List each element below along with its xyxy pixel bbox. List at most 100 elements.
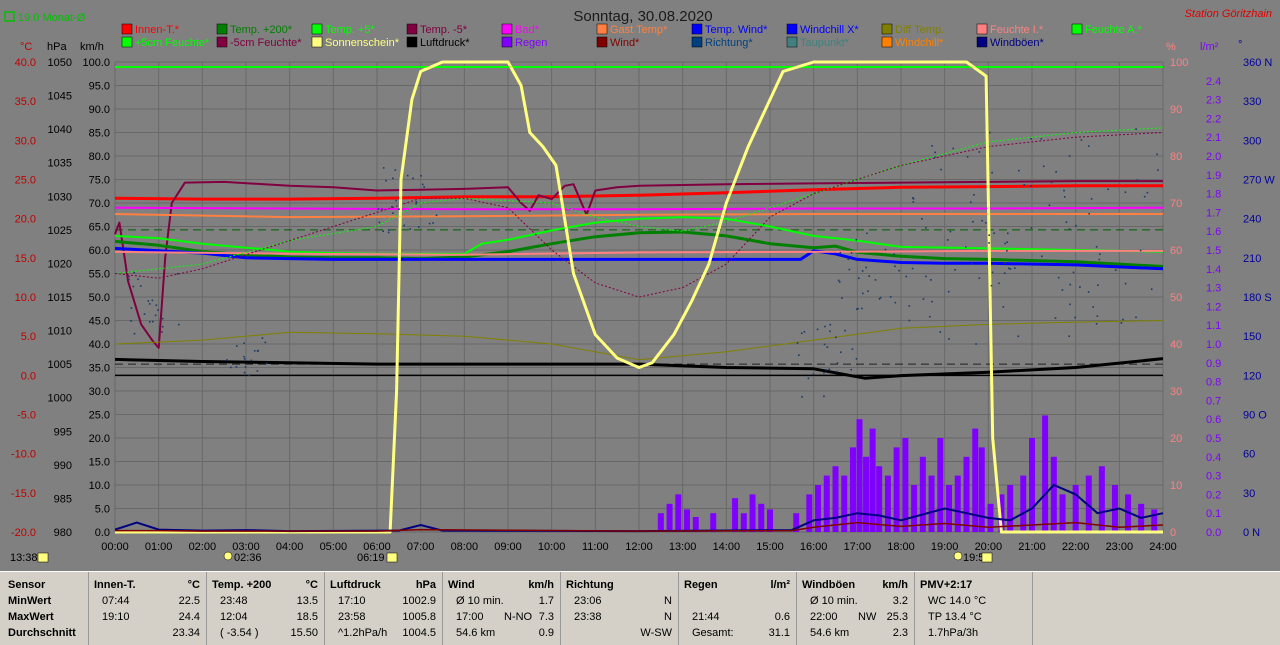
legend-label-16: Wind*	[610, 37, 640, 49]
direction-point-60	[409, 228, 411, 230]
stats-column-4: Richtung 23:06 N 23:38 N W-SW	[560, 572, 679, 645]
stats-max-time-3: 17:00	[456, 611, 484, 623]
direction-point-50	[385, 179, 387, 182]
rain-bar-37	[1020, 475, 1027, 532]
stats-avg-time-7: 1.7hPa/3h	[928, 627, 979, 639]
direction-point-190	[1143, 195, 1146, 198]
stats-unit-5: l/m²	[770, 579, 790, 591]
rain-tick-2: 2.2	[1206, 113, 1221, 125]
stats-unit-6: km/h	[882, 579, 908, 591]
time-tick-14: 14:00	[713, 541, 741, 553]
chart-legend: Innen-T.* Temp. +200* Temp. +5* Temp. -5* Ba…	[121, 23, 1143, 49]
direction-point-149	[939, 331, 942, 333]
rain-tick-3: 2.1	[1206, 132, 1221, 144]
direction-point-70	[823, 343, 826, 346]
direction-point-194	[1095, 246, 1098, 248]
direction-point-161	[1074, 316, 1076, 319]
pressure-tick-12: 990	[54, 460, 72, 472]
stats-column-6: Windböen km/h Ø 10 min. 3.2 22:00 NW 25.3 54.6 …	[796, 572, 915, 645]
rain-bar-6	[732, 498, 739, 532]
rain-bar-24	[902, 438, 909, 532]
direction-point-61	[395, 199, 397, 202]
legend-swatch-9	[976, 23, 988, 35]
direction-point-221	[1079, 286, 1081, 288]
direction-point-101	[856, 308, 858, 310]
stats-avg-time-5: Gesamt:	[692, 627, 734, 639]
direction-point-32	[243, 342, 245, 345]
direction-point-21	[128, 275, 130, 278]
direction-point-14	[147, 300, 150, 302]
wind-tick-12: 40.0	[89, 339, 110, 351]
direction-point-115	[839, 252, 842, 254]
direction-point-98	[878, 298, 881, 300]
stats-min-value-0: 22.5	[178, 595, 200, 607]
legend-swatch-10	[1071, 23, 1083, 35]
rain-bar-14	[823, 475, 830, 532]
sensor-row-label: Sensor	[8, 579, 46, 591]
direction-point-223	[1097, 284, 1099, 286]
direction-point-54	[420, 175, 422, 177]
temp-tick-12: -20.0	[11, 527, 36, 539]
stats-max-value-1: 18.5	[296, 611, 318, 623]
legend-swatch-14	[406, 36, 418, 48]
wind-tick-2: 90.0	[89, 104, 110, 116]
humidity-tick-1: 90	[1170, 104, 1182, 116]
rain-bar-41	[1059, 494, 1066, 532]
direction-point-162	[988, 234, 990, 236]
wind-axis-unit: km/h	[80, 41, 104, 53]
stats-column-1: Temp. +200 °C 23:48 13.5 12:04 18.5 ( -3.54 ) 1…	[206, 572, 325, 645]
rain-tick-23: 0.1	[1206, 508, 1221, 520]
pressure-tick-11: 995	[54, 426, 72, 438]
legend-label-11: +5cm Feuchte*	[135, 37, 210, 49]
direction-point-121	[975, 343, 977, 345]
wind-tick-6: 70.0	[89, 198, 110, 210]
direction-point-219	[1004, 242, 1006, 245]
direction-point-200	[1006, 241, 1008, 243]
direction-point-217	[1088, 212, 1090, 215]
stats-unit-3: km/h	[528, 579, 554, 591]
direction-point-104	[847, 258, 850, 261]
direction-point-62	[381, 208, 383, 211]
direction-point-4	[157, 309, 159, 311]
direction-point-64	[428, 222, 431, 225]
legend-swatch-1	[216, 23, 228, 35]
rain-tick-17: 0.7	[1206, 395, 1221, 407]
sun-markers: 13:38 02:36 06:19 19:57	[10, 551, 993, 564]
humidity-tick-7: 30	[1170, 386, 1182, 398]
rain-bar-27	[928, 475, 935, 532]
direction-point-20	[143, 313, 146, 315]
direction-point-135	[970, 201, 972, 203]
temp-tick-4: 20.0	[15, 214, 36, 226]
direction-point-17	[149, 321, 151, 323]
stats-max-time-5: 21:44	[692, 611, 720, 623]
direction-point-206	[1065, 221, 1068, 223]
stats-avg-time-3: 54.6 km	[456, 627, 496, 639]
stats-column-5: Regen l/m² 21:44 0.6 Gesamt: 31.1	[678, 572, 797, 645]
max-row-label: MaxWert	[8, 611, 54, 623]
humidity-tick-6: 40	[1170, 339, 1182, 351]
direction-point-31	[243, 355, 245, 358]
direction-point-201	[1120, 322, 1123, 324]
stats-avg-time-2: ^1.2hPa/h	[338, 627, 388, 639]
direction-point-77	[798, 354, 800, 356]
direction-point-2	[148, 303, 151, 305]
rain-tick-16: 0.8	[1206, 377, 1221, 389]
direction-point-204	[1114, 269, 1117, 271]
rain-tick-14: 1.0	[1206, 339, 1221, 351]
direction-point-139	[930, 279, 932, 281]
direction-axis-unit: °	[1238, 39, 1242, 51]
temp-tick-5: 15.0	[15, 253, 36, 265]
direction-point-15	[161, 317, 164, 320]
direction-point-210	[1157, 169, 1159, 171]
direction-point-37	[261, 337, 264, 339]
wind-tick-18: 10.0	[89, 480, 110, 492]
stats-min-time-1: 23:48	[220, 595, 248, 607]
direction-point-71	[816, 328, 819, 331]
direction-point-109	[858, 277, 860, 279]
direction-point-208	[1063, 189, 1065, 192]
stats-header-2: Luftdruck	[330, 579, 381, 591]
legend-label-7: Windchill X*	[800, 24, 859, 36]
direction-point-216	[1018, 169, 1020, 172]
direction-tick-11: 30	[1243, 488, 1255, 500]
direction-tick-9: 90 O	[1243, 410, 1267, 422]
